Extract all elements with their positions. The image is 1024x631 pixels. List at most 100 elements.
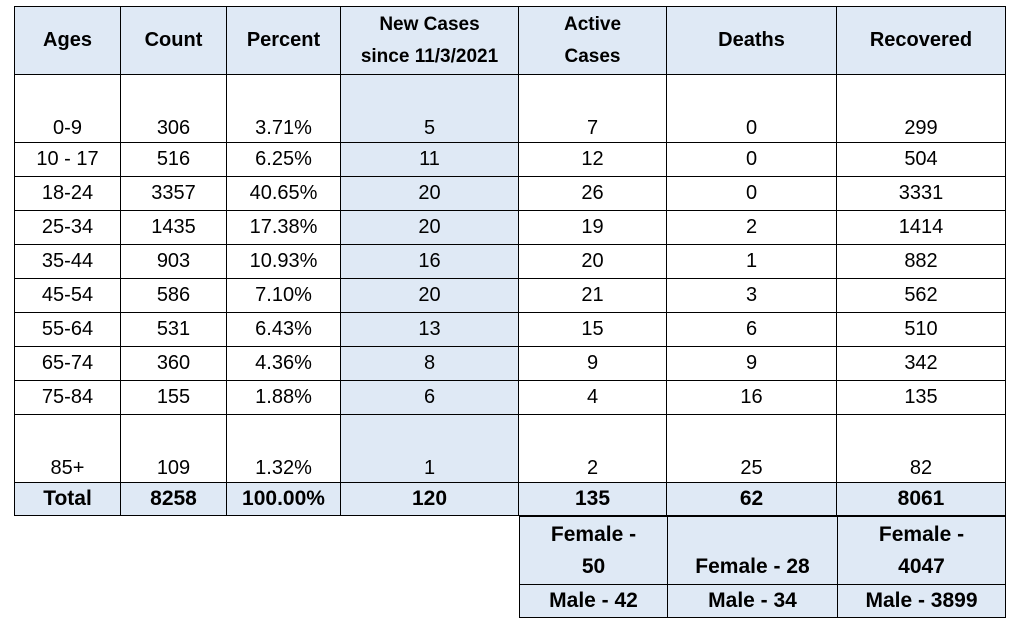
header-count: Count [120,6,227,75]
cell-deaths: 0 [666,74,837,143]
cell-new-cases: 20 [340,210,519,245]
recovered-female-line2: 4047 [898,555,945,578]
header-recovered: Recovered [836,6,1006,75]
cell-recovered: 82 [836,414,1006,483]
cell-age: 35-44 [14,244,121,279]
cell-active: 12 [518,142,667,177]
header-percent: Percent [226,6,341,75]
cell-percent: 4.36% [226,346,341,381]
cell-age: 0-9 [14,74,121,143]
cell-active: 7 [518,74,667,143]
total-new-cases: 120 [340,482,519,516]
table-row: 35-44 903 10.93% 16 20 1 882 [14,244,1006,279]
male-row: Male - 42 Male - 34 Male - 3899 [519,584,1006,618]
cell-recovered: 3331 [836,176,1006,211]
total-count: 8258 [120,482,227,516]
recovered-male-cell: Male - 3899 [837,584,1006,618]
cell-recovered: 504 [836,142,1006,177]
cell-deaths: 9 [666,346,837,381]
cell-percent: 10.93% [226,244,341,279]
header-new-cases-line2: since 11/3/2021 [360,45,499,67]
cell-deaths: 0 [666,176,837,211]
header-active-cases: Active Cases [518,6,667,75]
cell-new-cases: 13 [340,312,519,347]
cell-count: 3357 [120,176,227,211]
cell-active: 15 [518,312,667,347]
active-female-cell: Female - 50 [519,516,668,585]
cell-age: 25-34 [14,210,121,245]
cell-new-cases: 5 [340,74,519,143]
recovered-female-cell: Female - 4047 [837,516,1006,585]
cell-count: 531 [120,312,227,347]
cell-new-cases: 11 [340,142,519,177]
total-recovered: 8061 [836,482,1006,516]
cell-count: 903 [120,244,227,279]
cell-deaths: 3 [666,278,837,313]
cell-active: 26 [518,176,667,211]
total-row: Total 8258 100.00% 120 135 62 8061 [14,482,1006,516]
cell-count: 1435 [120,210,227,245]
cell-percent: 1.32% [226,414,341,483]
cell-age: 18-24 [14,176,121,211]
total-deaths: 62 [666,482,837,516]
cell-active: 19 [518,210,667,245]
cell-percent: 40.65% [226,176,341,211]
cell-active: 2 [518,414,667,483]
table-row: 25-34 1435 17.38% 20 19 2 1414 [14,210,1006,245]
table-row: 18-24 3357 40.65% 20 26 0 3331 [14,176,1006,211]
table-row: 85+ 109 1.32% 1 2 25 82 [14,414,1006,483]
cell-recovered: 299 [836,74,1006,143]
table-row: 55-64 531 6.43% 13 15 6 510 [14,312,1006,347]
cell-active: 9 [518,346,667,381]
header-ages: Ages [14,6,121,75]
cell-age: 75-84 [14,380,121,415]
cell-new-cases: 1 [340,414,519,483]
cell-percent: 3.71% [226,74,341,143]
active-female-line2: 50 [581,555,606,578]
cell-percent: 6.25% [226,142,341,177]
cell-deaths: 1 [666,244,837,279]
cell-recovered: 342 [836,346,1006,381]
cell-age: 85+ [14,414,121,483]
cell-percent: 17.38% [226,210,341,245]
cell-count: 306 [120,74,227,143]
cell-active: 20 [518,244,667,279]
cell-age: 55-64 [14,312,121,347]
cell-new-cases: 6 [340,380,519,415]
deaths-female-cell: Female - 28 [667,516,838,585]
cell-new-cases: 20 [340,278,519,313]
table-row: 10 - 17 516 6.25% 11 12 0 504 [14,142,1006,177]
cell-count: 155 [120,380,227,415]
cell-recovered: 882 [836,244,1006,279]
cell-recovered: 1414 [836,210,1006,245]
total-active: 135 [518,482,667,516]
header-new-cases-line1: New Cases [379,13,480,35]
cell-new-cases: 16 [340,244,519,279]
cell-count: 586 [120,278,227,313]
active-male-cell: Male - 42 [519,584,668,618]
cell-deaths: 0 [666,142,837,177]
cell-new-cases: 20 [340,176,519,211]
recovered-female-line1: Female - [878,523,965,546]
cell-active: 4 [518,380,667,415]
cell-count: 360 [120,346,227,381]
total-label: Total [14,482,121,516]
active-female-line1: Female - [550,523,637,546]
cell-percent: 6.43% [226,312,341,347]
cell-active: 21 [518,278,667,313]
cell-percent: 7.10% [226,278,341,313]
cell-age: 65-74 [14,346,121,381]
table-row: 75-84 155 1.88% 6 4 16 135 [14,380,1006,415]
header-new-cases: New Cases since 11/3/2021 [340,6,519,75]
cell-count: 109 [120,414,227,483]
female-row: Female - 50 Female - 28 Female - 4047 [519,516,1006,585]
age-breakdown-table: Ages Count Percent New Cases since 11/3/… [14,6,1006,516]
cell-age: 10 - 17 [14,142,121,177]
cell-percent: 1.88% [226,380,341,415]
header-active-line2: Cases [564,45,621,67]
cell-new-cases: 8 [340,346,519,381]
table-row: 0-9 306 3.71% 5 7 0 299 [14,74,1006,143]
cell-deaths: 16 [666,380,837,415]
header-deaths: Deaths [666,6,837,75]
cell-deaths: 6 [666,312,837,347]
